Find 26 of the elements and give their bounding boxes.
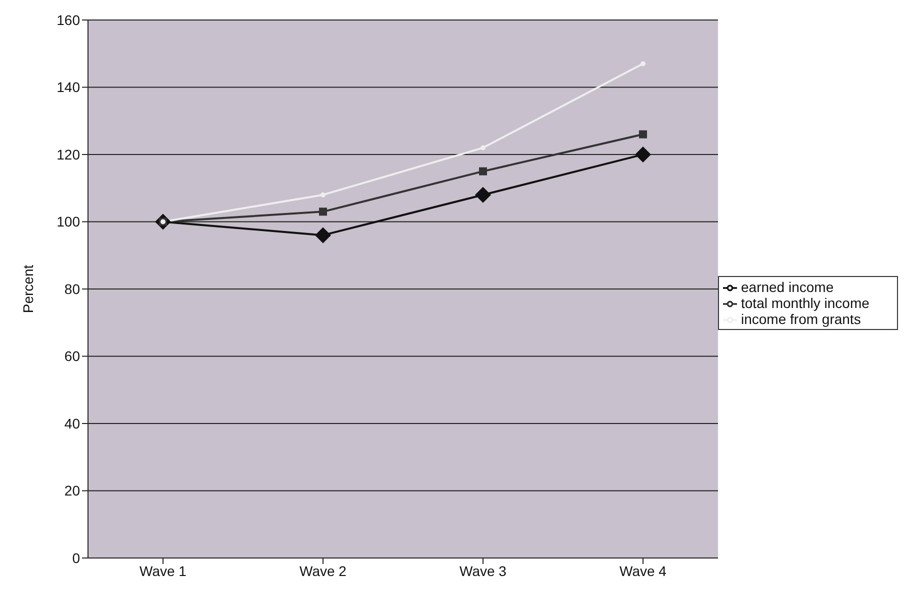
legend-label: income from grants bbox=[741, 311, 861, 328]
legend-label: earned income bbox=[741, 278, 834, 295]
y-tick-label: 120 bbox=[56, 146, 80, 162]
x-tick-label: Wave 4 bbox=[620, 562, 667, 579]
y-tick-label: 60 bbox=[64, 348, 80, 364]
y-tick-label: 0 bbox=[72, 550, 80, 566]
y-tick-label: 140 bbox=[56, 79, 80, 96]
y-tick-label: 80 bbox=[64, 280, 80, 297]
point bbox=[639, 130, 647, 138]
x-tick-label: Wave 3 bbox=[460, 562, 507, 579]
y-axis-title: Percent bbox=[20, 264, 36, 314]
y-tick-label: 20 bbox=[64, 482, 80, 499]
y-tick-label: 100 bbox=[56, 214, 80, 230]
point bbox=[319, 208, 327, 216]
point bbox=[640, 61, 646, 66]
point bbox=[315, 227, 331, 244]
point bbox=[320, 192, 326, 198]
x-tick-label: Wave 2 bbox=[300, 562, 347, 579]
y-tick-label: 160 bbox=[56, 12, 80, 28]
point bbox=[479, 167, 487, 176]
legend-label: total monthly income bbox=[741, 294, 870, 311]
x-tick-label: Wave 1 bbox=[140, 562, 187, 579]
point bbox=[480, 145, 486, 150]
point bbox=[635, 146, 651, 162]
point bbox=[475, 186, 491, 203]
y-tick-label: 40 bbox=[64, 415, 80, 432]
